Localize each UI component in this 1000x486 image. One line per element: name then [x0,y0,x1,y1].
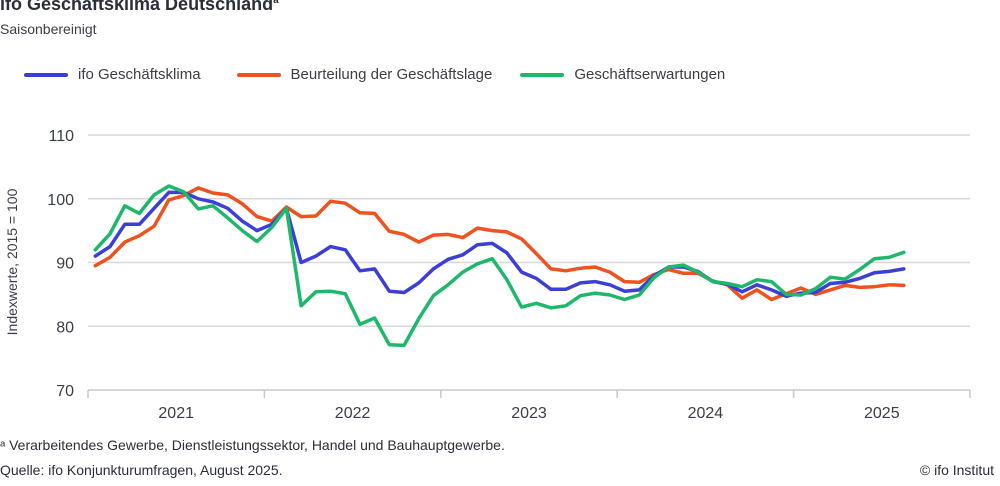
y-tick-label: 70 [56,383,74,400]
legend-swatch [236,72,281,77]
copyright: © ifo Institut [919,462,994,478]
y-axis-label: Indexwerte, 2015 = 100 [4,188,20,335]
legend: ifo Geschäftsklima Beurteilung der Gesch… [24,66,725,83]
chart-title: ifo Geschäftsklima Deutschlanda [0,0,279,15]
series-line-2 [93,184,906,348]
y-tick-label: 80 [56,319,74,336]
x-tick-label: 2023 [511,405,547,422]
legend-swatch [520,72,565,77]
y-tick-label: 110 [48,128,74,145]
x-tick-label: 2024 [688,405,724,422]
series-line-0 [93,190,906,299]
y-tick-label: 90 [56,256,74,273]
chart-title-text: ifo Geschäftsklima Deutschland [0,0,274,14]
legend-label: ifo Geschäftsklima [78,66,201,83]
x-tick-label: 2022 [335,405,371,422]
legend-item-klima: ifo Geschäftsklima [24,66,201,83]
legend-swatch [24,72,68,77]
legend-item-erwartungen: Geschäftserwartungen [520,66,725,83]
title-footnote-marker: a [273,0,279,6]
footnote: ᵃ Verarbeitendes Gewerbe, Dienstleistung… [0,437,505,453]
legend-label: Beurteilung der Geschäftslage [290,66,493,83]
x-tick-label: 2025 [864,405,900,422]
chart-subtitle: Saisonbereinigt [0,21,97,37]
legend-item-lage: Beurteilung der Geschäftslage [236,66,493,83]
x-tick-label: 2021 [158,405,194,422]
source-note: Quelle: ifo Konjunkturumfragen, August 2… [0,462,283,478]
series-line-1 [93,186,906,302]
y-tick-label: 100 [47,192,74,209]
legend-label: Geschäftserwartungen [574,66,726,83]
